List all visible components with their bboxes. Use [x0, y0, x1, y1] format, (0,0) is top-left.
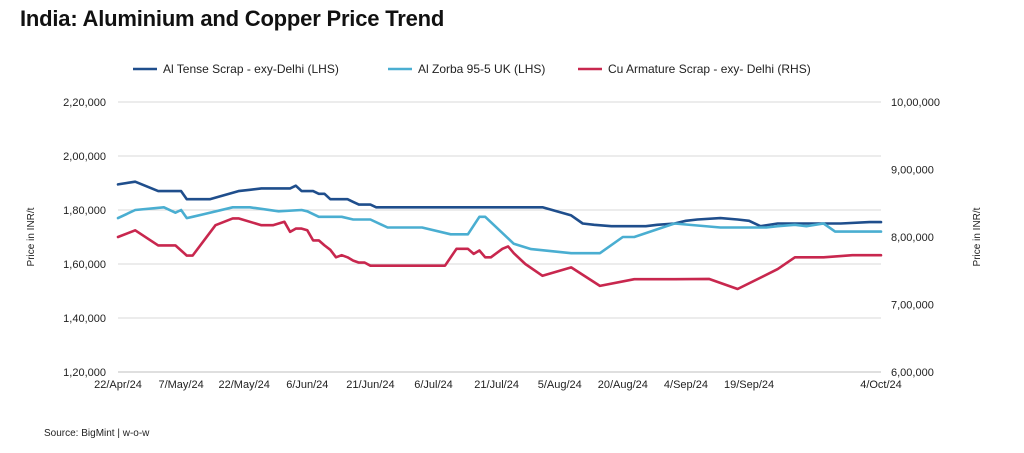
y-right-tick-label: 7,00,000 — [891, 300, 934, 312]
y-left-tick-label: 1,60,000 — [63, 259, 106, 271]
y-right-axis-label: Price in INR/t — [972, 207, 983, 266]
x-tick-label: 4/Oct/24 — [860, 379, 902, 391]
source-note: Source: BigMint | w-o-w — [44, 428, 150, 439]
y-right-tick-label: 9,00,000 — [891, 165, 934, 177]
y-right-tick-label: 8,00,000 — [891, 232, 934, 244]
series-line-1 — [116, 180, 883, 228]
x-tick-label: 4/Sep/24 — [664, 379, 708, 391]
y-left-tick-label: 2,20,000 — [63, 97, 106, 109]
x-tick-label: 7/May/24 — [158, 379, 203, 391]
y-left-tick-label: 1,40,000 — [63, 313, 106, 325]
y-right-tick-label: 10,00,000 — [891, 97, 940, 109]
x-tick-label: 6/Jun/24 — [286, 379, 328, 391]
series-line-3 — [116, 217, 883, 291]
x-tick-label: 5/Aug/24 — [538, 379, 582, 391]
y-left-axis-label: Price in INR/t — [26, 207, 37, 266]
x-tick-label: 21/Jul/24 — [474, 379, 519, 391]
x-tick-label: 22/Apr/24 — [94, 379, 142, 391]
y-right-tick-label: 6,00,000 — [891, 367, 934, 379]
y-left-tick-label: 2,00,000 — [63, 151, 106, 163]
y-left-tick-label: 1,80,000 — [63, 205, 106, 217]
legend-label: Al Zorba 95-5 UK (LHS) — [418, 62, 545, 76]
x-tick-label: 6/Jul/24 — [414, 379, 453, 391]
legend-label: Cu Armature Scrap - exy- Delhi (RHS) — [608, 62, 811, 76]
page-title: India: Aluminium and Copper Price Trend — [20, 6, 445, 31]
x-tick-label: 19/Sep/24 — [724, 379, 774, 391]
series-line-2 — [116, 206, 883, 255]
x-tick-label: 20/Aug/24 — [598, 379, 648, 391]
legend-label: Al Tense Scrap - exy-Delhi (LHS) — [163, 62, 339, 76]
x-tick-label: 22/May/24 — [219, 379, 270, 391]
y-left-tick-label: 1,20,000 — [63, 367, 106, 379]
x-tick-label: 21/Jun/24 — [346, 379, 394, 391]
